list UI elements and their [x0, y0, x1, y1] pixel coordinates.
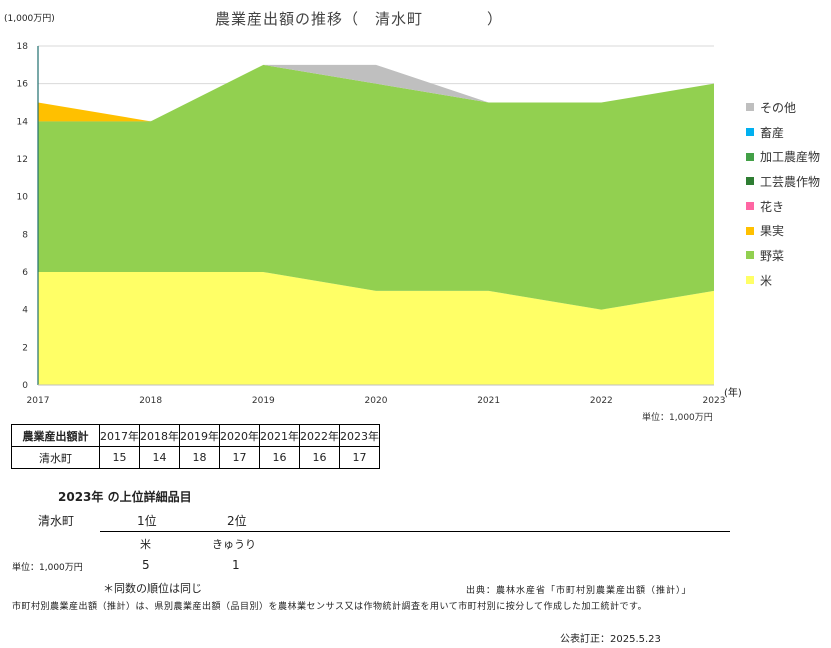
legend-item: その他 — [746, 95, 820, 120]
rank1-header: 1位 — [137, 514, 157, 528]
x-tick-label: 2017 — [27, 396, 50, 406]
y-tick-label: 12 — [17, 155, 28, 165]
table-cell: 16 — [299, 446, 340, 469]
chart-title: 農業産出額の推移（ 清水町 ） — [215, 10, 504, 28]
table-row: 清水町 15 14 18 17 16 16 17 — [11, 446, 380, 469]
same-rank-note: ＊同数の順位は同じ — [103, 582, 202, 595]
revised-date: 公表訂正：2025.5.23 — [560, 634, 661, 645]
ranking-title: 2023年 の上位詳細品目 — [58, 490, 192, 504]
x-tick-label: 2020 — [365, 396, 388, 406]
area-chart: 0 2 4 6 8 10 12 14 16 18 2017 2018 2019 2020 2021 2022 2… — [17, 42, 726, 406]
legend-label: 花き — [760, 199, 785, 214]
table-year-header: 2017年 — [99, 424, 140, 447]
ranking-municipality: 清水町 — [38, 514, 75, 528]
y-tick-label: 2 — [22, 343, 28, 353]
x-tick-label: 2023 — [703, 396, 726, 406]
legend-label: 畜産 — [760, 125, 785, 140]
y-tick-label: 14 — [17, 117, 29, 127]
legend-label: 野菜 — [760, 248, 785, 263]
y-tick-label: 10 — [17, 193, 29, 203]
ranking-divider — [100, 531, 730, 532]
y-axis-unit: (1,000万円) — [4, 14, 55, 24]
x-tick-label: 2021 — [477, 396, 500, 406]
legend-swatch — [746, 276, 754, 285]
legend-swatch — [746, 226, 754, 235]
legend-swatch — [746, 152, 754, 161]
legend-swatch — [746, 202, 754, 211]
x-tick-label: 2022 — [590, 396, 613, 406]
source-note: 出典：農林水産省「市町村別農業産出額（推計）」 — [466, 586, 692, 596]
area-series — [38, 64, 714, 122]
legend-item: 野菜 — [746, 243, 820, 268]
rank2-item: きゅうり — [212, 538, 256, 551]
legend-label: 加工農産物 — [760, 150, 821, 165]
legend-label: 米 — [760, 273, 773, 288]
area-series — [38, 64, 714, 122]
y-tick-label: 6 — [22, 268, 28, 278]
unit-note: 単位：1,000万円 — [642, 413, 713, 423]
description-note: 市町村別農業産出額（推計）は、県別農業産出額（品目別）を農林業センサス又は作物統… — [12, 602, 648, 612]
y-tick-label: 16 — [17, 80, 29, 90]
legend-item: 工芸農作物 — [746, 169, 820, 194]
table-cell: 15 — [99, 446, 140, 469]
table-corner-label: 農業産出額計 — [11, 424, 100, 447]
table-cell: 16 — [259, 446, 300, 469]
y-tick-label: 8 — [22, 230, 28, 240]
rank2-header: 2位 — [227, 514, 247, 528]
ranking-unit: 単位：1,000万円 — [12, 563, 83, 573]
table-year-header: 2019年 — [179, 424, 220, 447]
y-tick-label: 0 — [22, 381, 28, 391]
legend-swatch — [746, 251, 754, 260]
x-axis-unit: (年) — [724, 388, 742, 399]
area-series — [38, 64, 714, 310]
table-cell: 17 — [339, 446, 380, 469]
rank1-value: 5 — [142, 558, 150, 572]
table-cell: 17 — [219, 446, 260, 469]
legend-item: 果実 — [746, 218, 820, 243]
table-year-header: 2021年 — [259, 424, 300, 447]
y-tick-label: 4 — [22, 306, 28, 316]
legend-label: 工芸農作物 — [760, 174, 821, 189]
table-year-header: 2020年 — [219, 424, 260, 447]
table-cell: 14 — [139, 446, 180, 469]
chart-legend: その他 畜産 加工農産物 工芸農作物 花き 果実 野菜 米 — [746, 95, 820, 293]
legend-item: 米 — [746, 268, 820, 293]
total-output-table: 農業産出額計 2017年 2018年 2019年 2020年 2021年 202… — [11, 424, 380, 469]
table-header-row: 農業産出額計 2017年 2018年 2019年 2020年 2021年 202… — [11, 424, 380, 447]
y-tick-label: 18 — [17, 42, 29, 52]
table-year-header: 2023年 — [339, 424, 380, 447]
x-tick-label: 2019 — [252, 396, 275, 406]
table-year-header: 2018年 — [139, 424, 180, 447]
legend-swatch — [746, 128, 754, 137]
legend-swatch — [746, 103, 754, 112]
rank2-value: 1 — [232, 558, 240, 572]
rank1-item: 米 — [140, 538, 151, 551]
legend-item: 畜産 — [746, 120, 820, 145]
legend-label: その他 — [760, 100, 797, 115]
legend-item: 加工農産物 — [746, 144, 820, 169]
table-municipality: 清水町 — [11, 446, 100, 469]
table-cell: 18 — [179, 446, 220, 469]
legend-item: 花き — [746, 194, 820, 219]
area-series — [38, 272, 714, 385]
x-tick-label: 2018 — [139, 396, 162, 406]
legend-swatch — [746, 177, 754, 186]
table-year-header: 2022年 — [299, 424, 340, 447]
legend-label: 果実 — [760, 224, 785, 239]
